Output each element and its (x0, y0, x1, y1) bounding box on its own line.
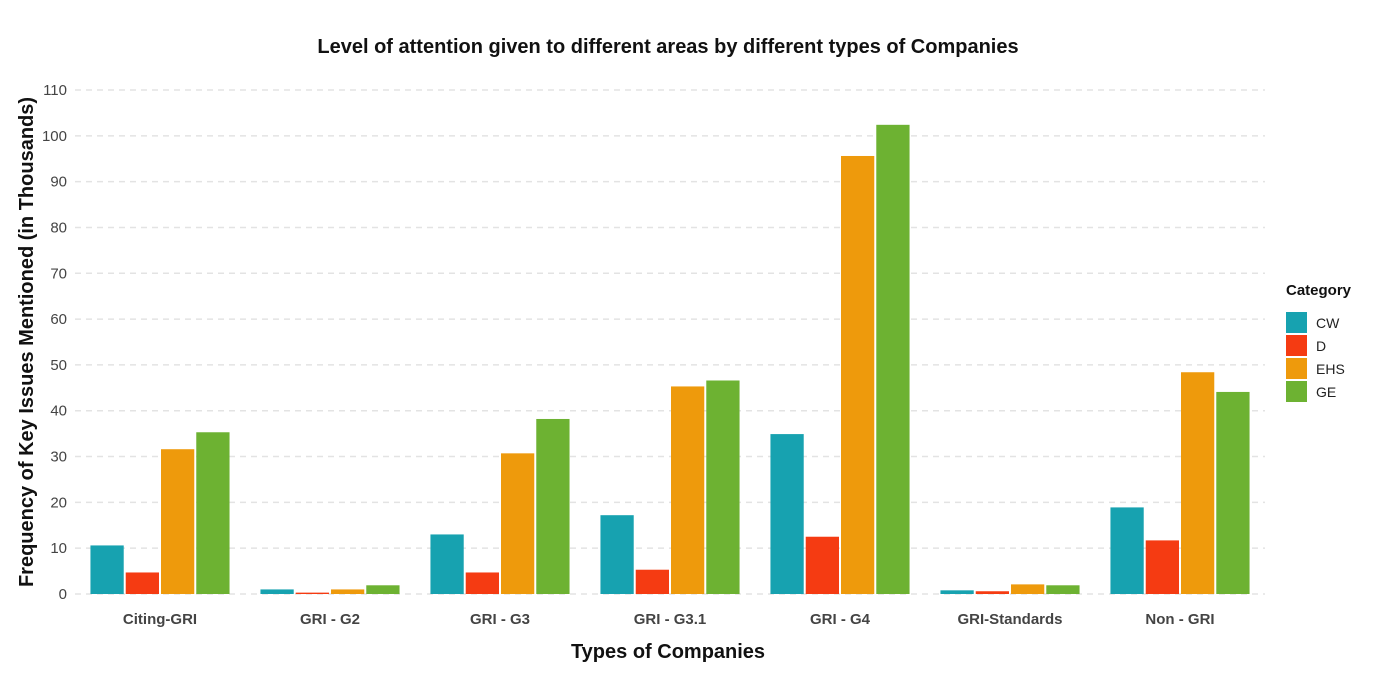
legend-swatch-ge (1286, 381, 1307, 402)
bar-cw-6 (940, 590, 974, 594)
bar-ehs-1 (161, 449, 195, 594)
y-tick-label: 60 (50, 311, 67, 328)
bar-d-5 (805, 536, 839, 594)
x-tick-label: Citing-GRI (123, 611, 197, 628)
legend-label-ehs: EHS (1316, 361, 1345, 377)
y-tick-label: 50 (50, 357, 67, 374)
x-axis-title: Types of Companies (571, 641, 765, 663)
bar-ehs-7 (1181, 372, 1215, 594)
bar-ehs-4 (671, 386, 705, 594)
bar-ge-2 (366, 585, 400, 594)
y-tick-label: 110 (43, 82, 67, 99)
bar-ge-7 (1216, 391, 1250, 594)
legend-swatch-d (1286, 335, 1307, 356)
x-tick-label: GRI - G2 (300, 611, 360, 628)
bar-d-1 (125, 572, 159, 594)
x-tick-label: GRI - G4 (810, 611, 871, 628)
bar-d-6 (975, 591, 1009, 594)
legend-label-cw: CW (1316, 315, 1340, 331)
chart-title: Level of attention given to different ar… (317, 36, 1018, 58)
y-tick-label: 0 (59, 586, 67, 603)
bar-ge-6 (1046, 585, 1080, 594)
x-tick-label: GRI-Standards (957, 611, 1062, 628)
bar-d-3 (465, 572, 499, 594)
y-tick-label: 70 (50, 265, 67, 282)
x-tick-label: GRI - G3.1 (634, 611, 707, 628)
bar-ge-1 (196, 432, 230, 594)
x-tick-label: Non - GRI (1145, 611, 1214, 628)
y-tick-label: 30 (50, 449, 67, 466)
y-axis-title: Frequency of Key Issues Mentioned (in Th… (16, 97, 38, 587)
bar-ehs-5 (841, 155, 875, 595)
y-tick-label: 80 (50, 219, 67, 236)
bar-cw-1 (90, 545, 124, 594)
bar-cw-7 (1110, 507, 1144, 594)
bar-ge-4 (706, 380, 740, 594)
bar-ge-5 (876, 124, 910, 594)
y-tick-label: 40 (50, 403, 67, 420)
bar-cw-3 (430, 534, 464, 594)
bar-cw-4 (600, 515, 634, 594)
bar-ge-3 (536, 418, 570, 594)
bar-ehs-6 (1011, 584, 1045, 594)
y-tick-label: 90 (50, 174, 67, 191)
bar-cw-2 (260, 589, 294, 594)
bar-ehs-2 (331, 589, 365, 594)
x-tick-label: GRI - G3 (470, 611, 530, 628)
legend-title: Category (1286, 282, 1352, 299)
legend: Category CW D EHS GE (1286, 282, 1352, 402)
bar-d-7 (1145, 540, 1179, 594)
gridlines (75, 89, 1265, 595)
y-tick-label: 10 (50, 540, 67, 557)
bars (90, 124, 1250, 595)
bar-ehs-3 (501, 453, 535, 594)
legend-swatch-ehs (1286, 358, 1307, 379)
x-axis-ticks: Citing-GRI GRI - G2 GRI - G3 GRI - G3.1 GRI … (123, 611, 1215, 628)
y-tick-label: 20 (50, 494, 67, 511)
legend-label-ge: GE (1316, 384, 1336, 400)
legend-label-d: D (1316, 338, 1326, 354)
y-axis-ticks: 0 10 20 30 40 50 60 70 80 90 100 110 (42, 82, 67, 603)
y-tick-label: 100 (42, 128, 67, 145)
legend-swatch-cw (1286, 312, 1307, 333)
bar-cw-5 (770, 434, 804, 594)
bar-d-2 (295, 592, 329, 594)
bar-d-4 (635, 569, 669, 594)
